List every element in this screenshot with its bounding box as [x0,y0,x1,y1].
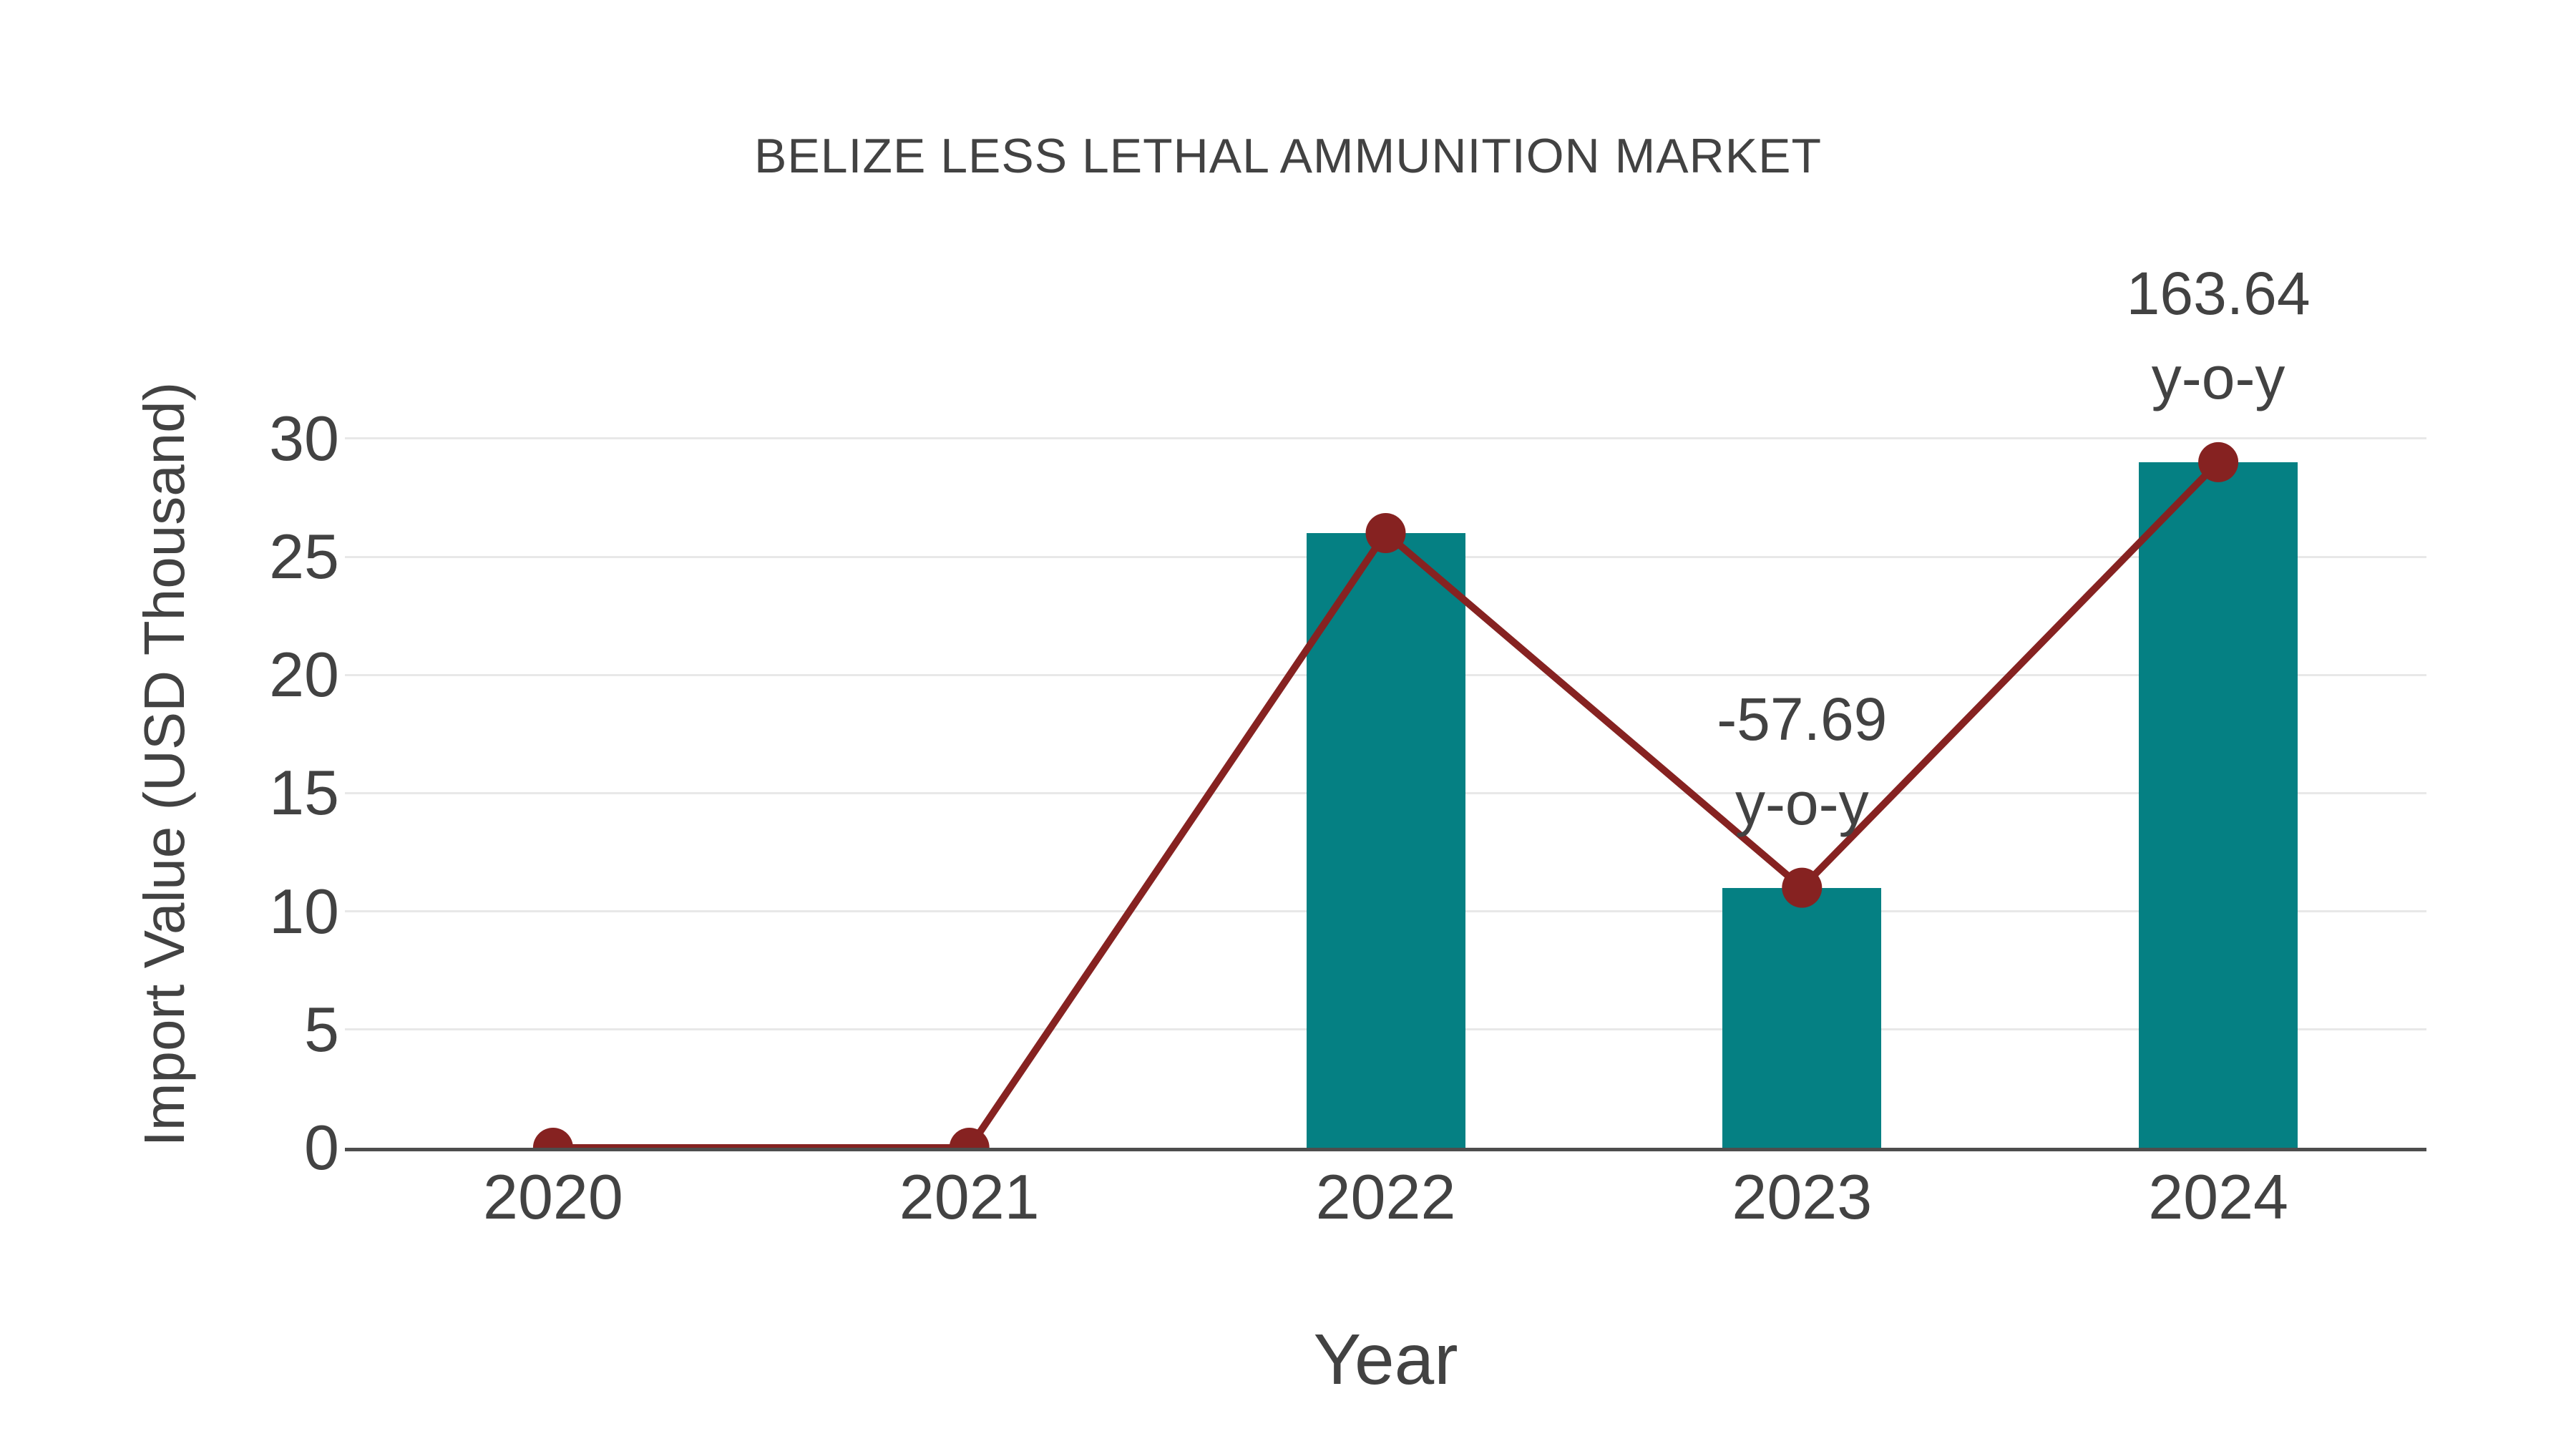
annotation-2024: 163.64 y-o-y [2127,251,2311,420]
trend-line [552,459,2221,1148]
bar-2024 [2139,462,2298,1148]
marker-2023 [1782,867,1823,908]
x-tick-label-2024: 2024 [2148,1161,2288,1232]
y-tick-label-0: 0 [304,1112,339,1183]
y-tick-label-30: 30 [269,402,339,474]
bar-2023 [1722,887,1882,1148]
chart-title: BELIZE LESS LETHAL AMMUNITION MARKET [753,129,1823,183]
y-tick-label-5: 5 [304,993,339,1065]
marker-2024 [2198,441,2239,482]
trend-line-layer [532,441,2239,1148]
marker-2022 [1365,513,1406,554]
gridline-30 [345,437,2426,440]
annotation-2023: -57.69 y-o-y [1717,677,1887,846]
x-tick-label-2022: 2022 [1315,1161,1456,1232]
y-tick-label-15: 15 [269,757,339,829]
y-tick-label-20: 20 [269,639,339,711]
plot-area [345,401,2426,1151]
y-tick-label-25: 25 [269,521,339,592]
annotation-yoy-label: y-o-y [2151,343,2285,411]
x-tick-label-2020: 2020 [483,1161,623,1232]
x-tick-label-2023: 2023 [1732,1161,1873,1232]
x-axis-title: Year [1313,1319,1458,1400]
marker-2020 [532,1128,573,1148]
marker-2021 [949,1128,990,1148]
bar-2022 [1306,533,1465,1148]
y-axis-title: Import Value (USD Thousand) [132,381,196,1147]
y-tick-label-10: 10 [269,875,339,947]
annotation-yoy-label: y-o-y [1735,769,1869,837]
x-tick-label-2021: 2021 [899,1161,1040,1232]
annotation-value: -57.69 [1717,685,1888,753]
annotation-value: 163.64 [2126,259,2311,327]
